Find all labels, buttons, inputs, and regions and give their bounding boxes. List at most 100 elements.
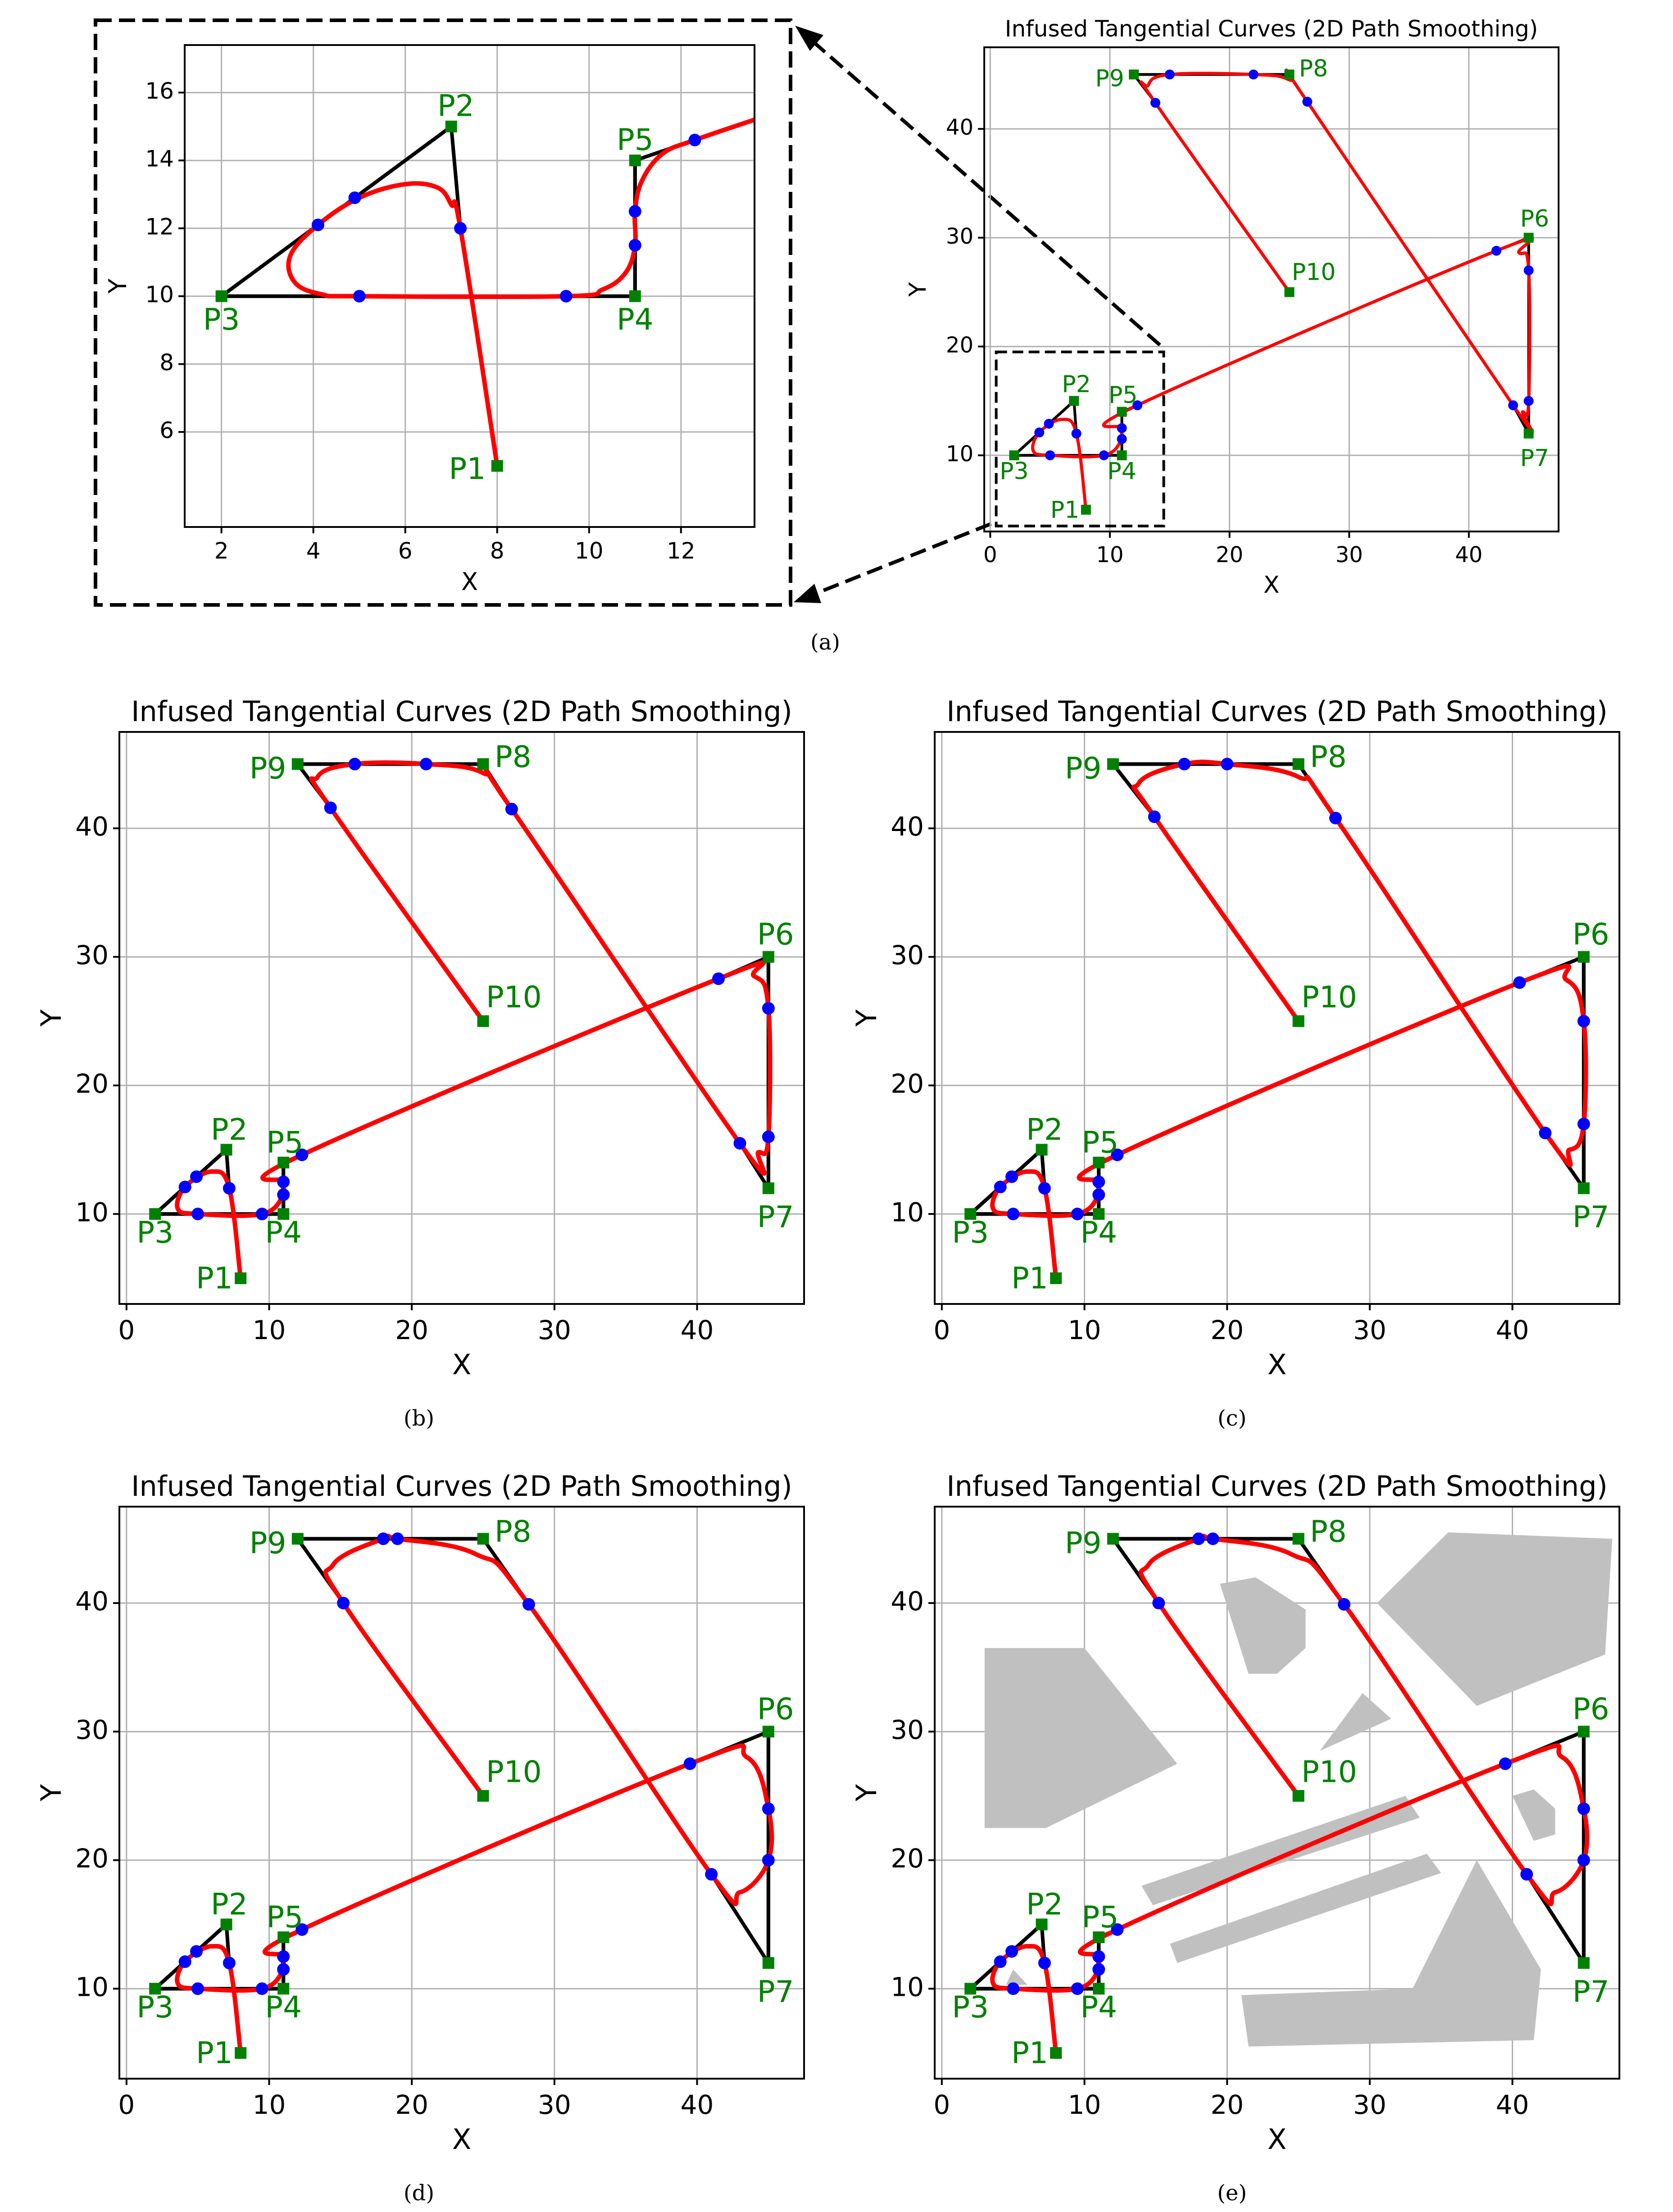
control-point (220, 1918, 232, 1930)
control-point (477, 1015, 489, 1027)
control-point (277, 1931, 290, 1944)
tangent-point (1520, 1868, 1533, 1881)
tangent-point (277, 1950, 290, 1963)
y-tick-label: 10 (75, 1197, 109, 1227)
tangent-point (559, 290, 573, 303)
control-point (1129, 69, 1139, 80)
tangent-point (1092, 1950, 1105, 1963)
tangent-point (1150, 98, 1160, 108)
control-point-label: P8 (495, 1514, 532, 1549)
control-point (1292, 1790, 1305, 1802)
control-point-label: P2 (437, 88, 474, 123)
control-point-label: P10 (486, 1755, 542, 1790)
control-point-label: P10 (1301, 980, 1357, 1015)
control-point (1036, 1918, 1048, 1930)
tangent-point (1132, 400, 1142, 410)
tangent-point (1499, 1757, 1512, 1770)
tangent-point (223, 1182, 236, 1195)
x-tick-label: 12 (667, 538, 696, 564)
control-point-label: P5 (266, 1125, 303, 1160)
zoom-inset-frame (94, 18, 792, 607)
plot-area (149, 758, 775, 1284)
zoom-arrow-bottom (812, 522, 992, 596)
tangent-point (762, 1002, 775, 1015)
x-tick-label: 40 (1455, 542, 1482, 568)
y-axis-label: Y (850, 1009, 883, 1027)
control-point-label: P7 (1520, 445, 1549, 472)
chart-title: Infused Tangential Curves (2D Path Smoot… (131, 695, 792, 728)
tangent-point (1206, 1532, 1219, 1545)
x-axis-label: X (1268, 2123, 1287, 2156)
control-point (477, 758, 489, 770)
control-point (1117, 407, 1127, 417)
control-point-label: P4 (617, 302, 654, 337)
control-point (1050, 1272, 1062, 1284)
control-point (445, 120, 457, 132)
tangent-point (1577, 1117, 1590, 1131)
y-axis-label: Y (35, 1009, 68, 1027)
x-axis-label: X (461, 568, 478, 596)
control-point-label: P8 (1310, 1514, 1347, 1549)
control-point-label: P5 (1082, 1900, 1118, 1935)
tangent-point (1005, 1170, 1018, 1183)
tangent-point (296, 1148, 309, 1161)
smoothed-path (175, 760, 773, 1281)
x-tick-label: 30 (538, 1315, 571, 1345)
obstacle (1320, 1693, 1391, 1751)
x-tick-label: 0 (118, 2089, 135, 2120)
tangent-point (1192, 1532, 1205, 1545)
x-tick-label: 40 (681, 2089, 714, 2120)
control-point (964, 1208, 977, 1220)
control-point-label: P1 (1011, 1261, 1048, 1295)
control-point-label: P9 (1065, 751, 1102, 786)
x-tick-label: 20 (1216, 542, 1243, 568)
tangent-point (277, 1188, 290, 1201)
x-tick-label: 10 (575, 538, 604, 564)
control-point (1107, 758, 1119, 770)
control-point-label: P6 (1520, 205, 1549, 232)
control-point (1523, 428, 1534, 439)
axes-frame (118, 731, 805, 1305)
control-point (629, 290, 641, 302)
control-point-label: P4 (1080, 1215, 1117, 1250)
control-point-label: P2 (211, 1887, 248, 1922)
control-point-label: P7 (757, 1975, 794, 2009)
control-point-label: P2 (1062, 371, 1091, 398)
axes-frame (934, 731, 1620, 1305)
tangent-point (348, 758, 361, 771)
tangent-point (688, 133, 701, 146)
x-tick-label: 10 (253, 2089, 286, 2120)
tangent-point (1329, 812, 1342, 825)
x-tick-label: 0 (933, 1315, 950, 1345)
y-axis-label: Y (35, 1784, 68, 1802)
control-point (149, 1208, 161, 1220)
x-tick-label: 40 (681, 1315, 714, 1345)
caption-e: (e) (1217, 2180, 1247, 2206)
control-point-label: P6 (1573, 1692, 1609, 1726)
x-tick-label: 30 (1353, 2089, 1387, 2120)
control-point-label: P1 (196, 2035, 233, 2070)
tangent-point (1117, 434, 1127, 444)
control-point-label: P8 (495, 740, 532, 774)
zoom-region-box (995, 350, 1165, 527)
tangent-point (1071, 1208, 1084, 1221)
tangent-point (223, 1957, 236, 1970)
y-tick-label: 40 (891, 811, 924, 842)
tangent-point (1007, 1982, 1020, 1995)
y-tick-label: 40 (75, 1586, 109, 1617)
control-point (762, 1182, 774, 1195)
caption-a: (a) (810, 630, 840, 655)
y-tick-label: 20 (891, 1843, 924, 1874)
x-tick-label: 40 (1496, 2089, 1529, 2120)
y-tick-label: 6 (159, 418, 174, 444)
y-tick-label: 12 (145, 213, 174, 240)
tangent-point (1539, 1126, 1552, 1140)
control-point-label: P1 (196, 1261, 233, 1295)
tangent-point (733, 1137, 746, 1150)
tangent-point (1092, 1188, 1105, 1201)
obstacle (1220, 1577, 1306, 1674)
tangent-point (1513, 976, 1526, 989)
tangent-point (391, 1532, 404, 1545)
panel-e: P1 P2 P3 P4 P5 P6 P7 P8 P9 P10 0 10 20 30 40 10 20 30 40 X Y… (850, 1470, 1620, 2156)
tangent-point (683, 1757, 696, 1770)
